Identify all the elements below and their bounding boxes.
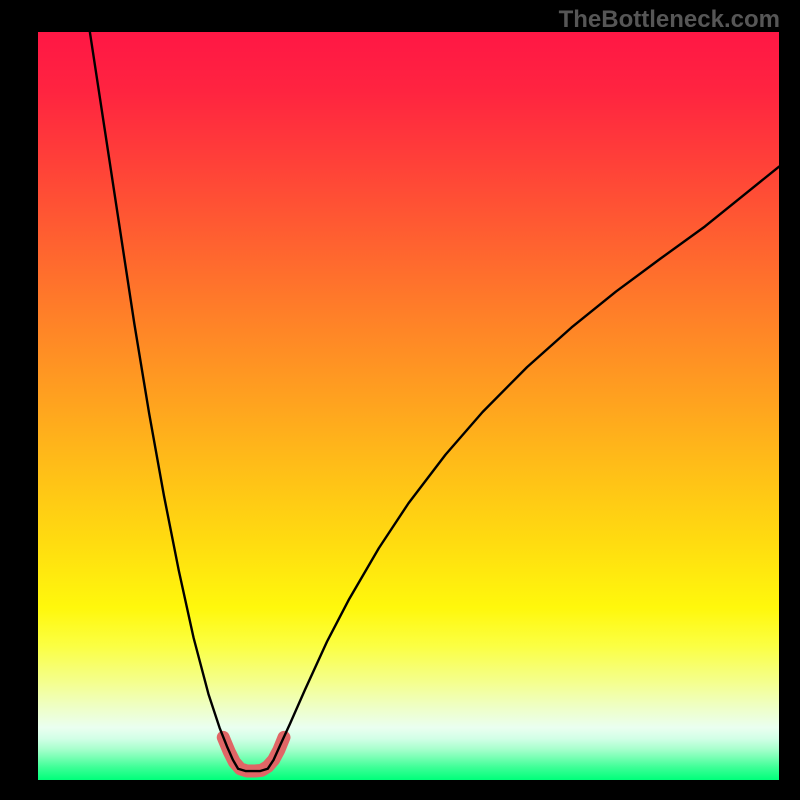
bottleneck-chart [0, 0, 800, 800]
plot-background [38, 32, 779, 780]
chart-container: { "canvas": { "width": 800, "height": 80… [0, 0, 800, 800]
watermark-text: TheBottleneck.com [559, 6, 780, 34]
